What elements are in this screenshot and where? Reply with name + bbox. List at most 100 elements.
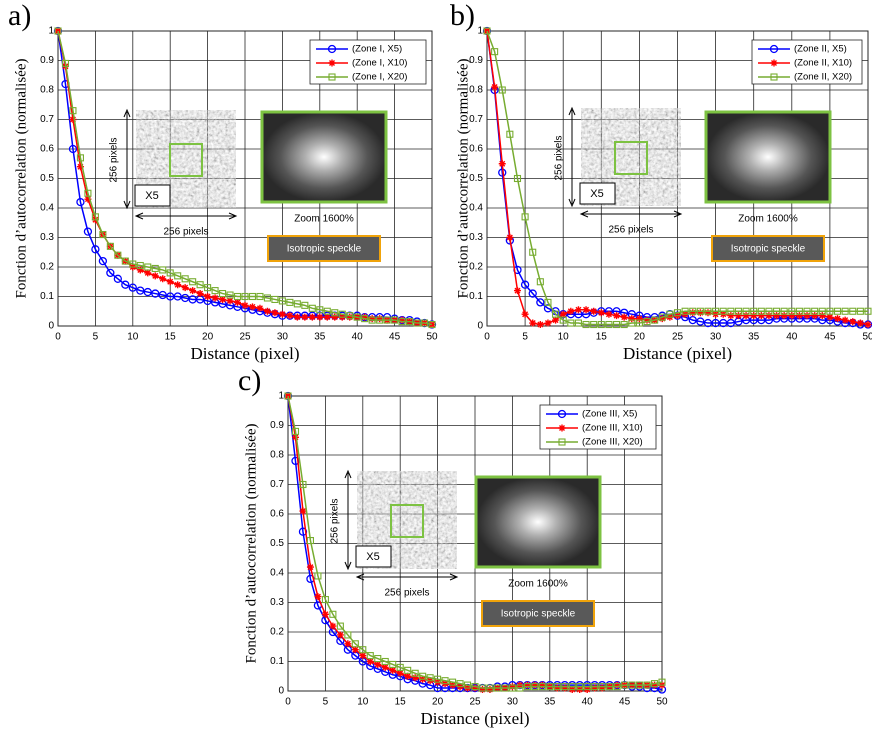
x-tick-label: 0 [285,697,291,708]
point [181,284,189,292]
point [529,248,537,256]
point [211,287,219,295]
point [856,307,864,315]
point [441,677,449,685]
point [121,257,129,265]
point [396,669,404,677]
point [381,657,389,666]
point [84,195,92,203]
y-tick-label: 0 [477,321,483,332]
point [567,319,575,327]
axes-box [486,30,869,327]
point [818,312,826,320]
point [344,640,352,648]
annotation: 256 pixels [608,225,653,236]
point [471,683,479,691]
point [574,306,582,314]
legend-marker [770,59,778,67]
point [521,310,529,318]
legend-marker [558,424,566,432]
point [613,681,621,689]
point [263,294,271,302]
point [411,669,419,677]
point [757,307,765,315]
point [841,316,849,324]
point [256,304,264,312]
point [628,681,636,689]
annotation: 256 pixels [330,498,341,543]
point [91,213,99,221]
point [374,654,382,663]
point [795,307,803,315]
point [478,684,487,692]
point [773,307,781,315]
point [750,312,758,320]
annotation: Zoom 1600% [738,214,798,225]
point [826,313,834,321]
point [189,278,197,286]
point [568,683,576,691]
point [658,315,666,323]
point [719,307,727,315]
x-tick-label: 40 [582,697,594,708]
x-tick-label: 20 [634,332,646,343]
annotation: 256 pixels [163,227,208,238]
point [174,281,182,289]
x-tick-label: 35 [544,697,556,708]
point [658,313,666,321]
point [734,312,742,320]
point [374,660,382,668]
point [498,86,506,94]
x-tick-label: 35 [314,332,326,343]
point [263,307,271,315]
point [83,227,93,236]
point [376,315,384,323]
arrow-head [344,469,352,571]
x-tick-label: 35 [748,332,760,343]
point [106,268,115,278]
point [536,298,545,307]
point [605,320,613,329]
point [278,297,286,305]
annotation: 256 pixels [384,588,429,599]
point [590,307,598,315]
arrow-head [355,573,459,581]
y-tick-label: 0.7 [270,479,284,490]
point [538,681,546,689]
point [158,290,167,300]
point [704,309,712,317]
annotation: X5 [145,190,158,202]
annotation: Zoom 1600% [294,214,354,225]
point [523,683,531,691]
point [426,674,434,682]
legend-marker [328,59,336,67]
point [658,678,666,686]
point [704,307,712,315]
y-tick-label: 0.8 [469,85,483,96]
point [68,144,78,154]
point [420,319,429,327]
point [314,572,322,580]
point [531,681,539,689]
point [590,320,598,329]
point [811,307,819,315]
chart: 00.10.20.30.40.50.60.70.80.910 5 10 15 20 25 3… [450,0,872,363]
point [536,278,544,286]
point [833,307,842,315]
point [381,663,389,671]
legend-marker [558,438,566,446]
point [136,286,145,295]
point [506,130,514,138]
point [129,260,137,268]
point [734,307,743,315]
point [553,684,561,692]
legend-label: (Zone III, X20) [582,437,643,448]
point [696,307,704,315]
point [69,116,77,123]
point [366,652,374,660]
point [389,660,397,669]
zoom-image [474,475,602,569]
legend-marker [557,409,567,419]
x-tick-label: 25 [672,332,684,343]
point [99,231,107,239]
